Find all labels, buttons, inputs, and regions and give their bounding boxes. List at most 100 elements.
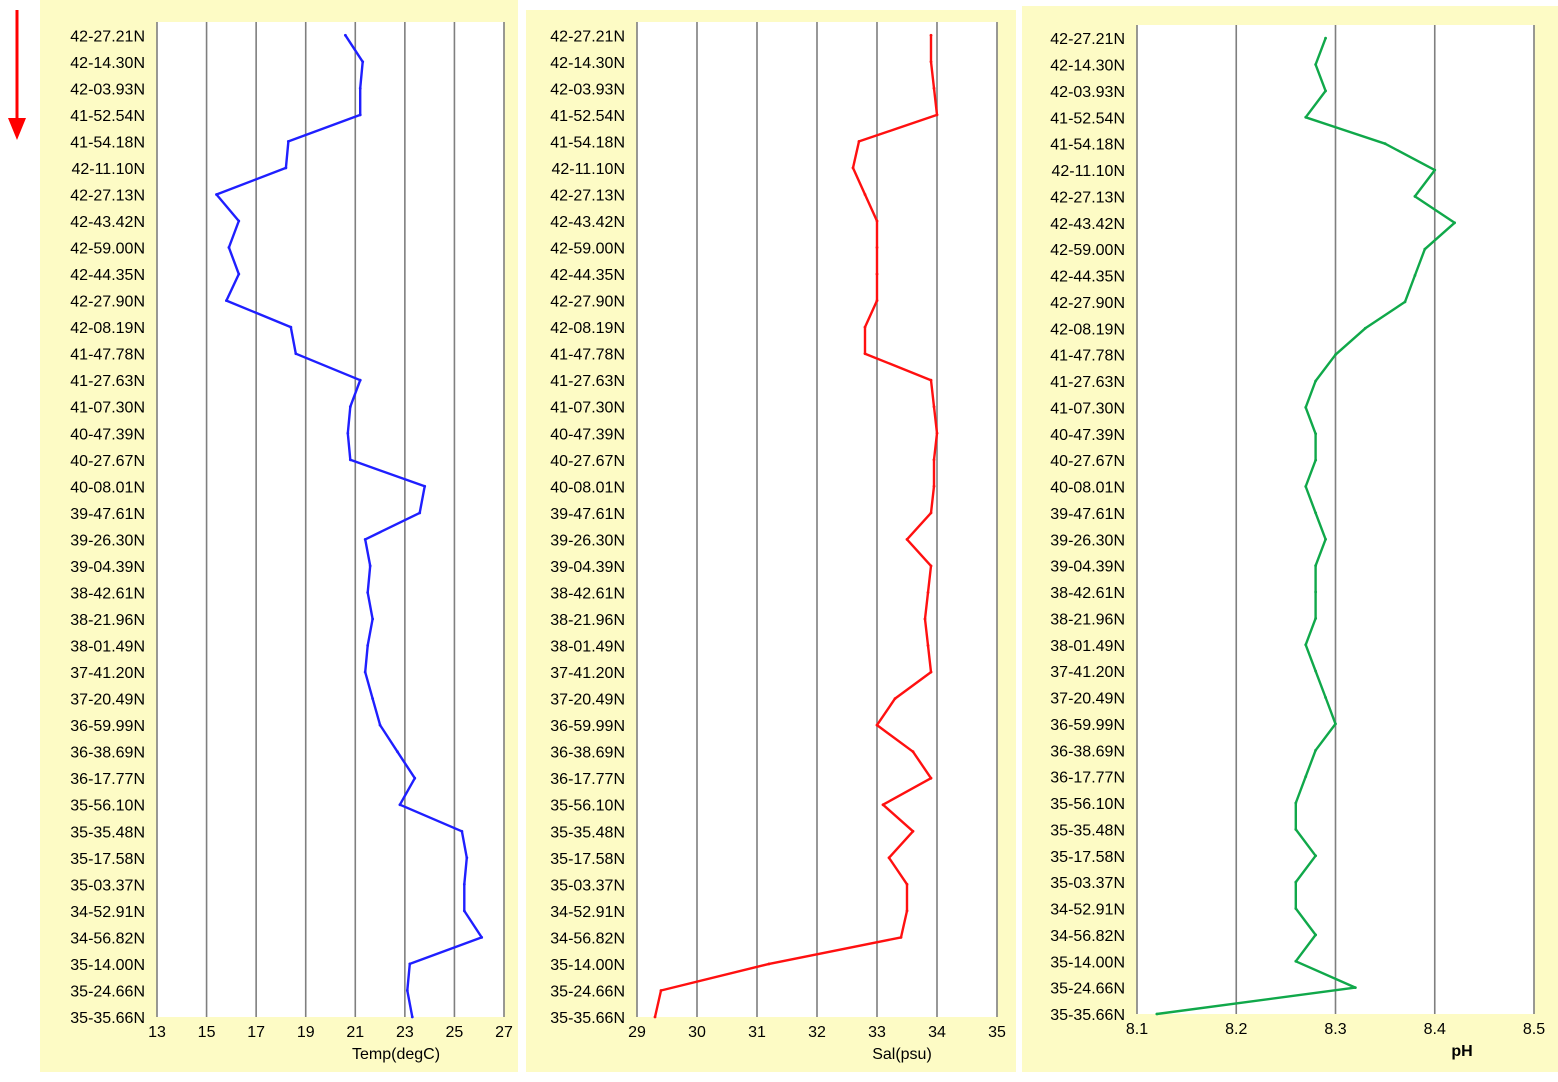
latitude-label: 35-35.48N — [1050, 822, 1125, 839]
latitude-label: 42-59.00N — [1050, 242, 1125, 259]
latitude-label: 34-56.82N — [70, 930, 145, 947]
data-point — [875, 219, 879, 223]
latitude-label: 38-21.96N — [70, 612, 145, 629]
latitude-label: 38-01.49N — [70, 639, 145, 656]
data-point — [1294, 880, 1298, 884]
latitude-label: 41-47.78N — [1050, 348, 1125, 365]
latitude-label: 42-14.30N — [550, 55, 625, 72]
latitude-label: 40-27.67N — [70, 453, 145, 470]
x-tick-label: 8.3 — [1324, 1021, 1346, 1038]
latitude-label: 35-03.37N — [1050, 875, 1125, 892]
latitude-label: 40-08.01N — [550, 479, 625, 496]
data-point — [1314, 617, 1318, 620]
latitude-label: 36-17.77N — [1050, 770, 1125, 787]
data-point — [343, 33, 347, 37]
x-tick-label: 13 — [148, 1024, 166, 1041]
data-point — [227, 246, 231, 249]
x-axis-title: Sal(psu) — [872, 1046, 932, 1063]
data-point — [923, 617, 927, 621]
chart-panel-2: 29 30 31 32 33 34 35 42-27.21N 42-14.30N 42-03.93… — [526, 10, 1016, 1072]
latitude-label: 35-24.66N — [1050, 981, 1125, 998]
latitude-label: 36-38.69N — [550, 745, 625, 762]
data-point — [1294, 907, 1298, 910]
data-point — [926, 591, 930, 594]
latitude-label: 40-27.67N — [550, 453, 625, 470]
data-point — [1314, 379, 1318, 383]
chart-panel-1: 13 15 17 19 21 23 25 27 42-27.21N 42-14.30N 42-03.… — [40, 0, 518, 1072]
data-point — [378, 723, 382, 727]
profile-line — [1156, 37, 1456, 1016]
latitude-label: 41-54.18N — [550, 134, 625, 151]
latitude-label: 34-52.91N — [70, 904, 145, 921]
latitude-label: 42-03.93N — [1050, 84, 1125, 101]
latitude-label: 42-44.35N — [550, 267, 625, 284]
data-point — [1314, 432, 1318, 436]
data-point — [932, 405, 936, 409]
data-point — [1453, 221, 1456, 225]
data-point — [863, 325, 867, 329]
data-point — [396, 750, 399, 754]
data-point — [1314, 63, 1318, 66]
latitude-label: 35-35.66N — [70, 1010, 145, 1027]
data-point — [1324, 89, 1327, 93]
latitude-label: 35-24.66N — [70, 983, 145, 1000]
data-point — [371, 697, 375, 700]
latitude-label: 42-27.13N — [70, 187, 145, 204]
latitude-label: 42-03.93N — [70, 81, 145, 98]
data-point — [929, 511, 933, 515]
data-point — [368, 564, 372, 568]
latitude-label: 42-43.42N — [1050, 216, 1125, 233]
latitude-label: 37-41.20N — [1050, 664, 1125, 681]
latitude-label: 41-07.30N — [70, 400, 145, 417]
x-tick-label: 30 — [688, 1024, 706, 1041]
data-point — [363, 670, 367, 674]
data-point — [1304, 485, 1308, 488]
profile-line — [215, 34, 483, 1018]
latitude-label: 41-54.18N — [1050, 137, 1125, 154]
data-point — [1294, 959, 1298, 963]
x-axis-title: pH — [1451, 1043, 1472, 1060]
latitude-label: 42-08.19N — [70, 320, 145, 337]
latitude-label: 38-21.96N — [1050, 611, 1125, 628]
latitude-label: 42-59.00N — [70, 241, 145, 258]
x-tick-label: 21 — [346, 1024, 364, 1041]
data-point — [346, 431, 350, 435]
latitude-label: 41-54.18N — [70, 134, 145, 151]
x-tick-label: 25 — [446, 1024, 464, 1041]
data-point — [363, 538, 367, 541]
latitude-label: 39-26.30N — [1050, 532, 1125, 549]
latitude-label: 34-56.82N — [1050, 928, 1125, 945]
x-tick-label: 35 — [988, 1024, 1006, 1041]
data-point — [929, 60, 933, 64]
data-point — [1314, 458, 1318, 462]
data-point — [366, 644, 370, 647]
data-point — [1304, 406, 1308, 409]
data-point — [371, 617, 375, 621]
data-point — [418, 511, 422, 515]
data-point — [932, 86, 936, 90]
data-point — [405, 989, 409, 992]
data-point — [289, 325, 293, 329]
data-point — [1363, 326, 1367, 330]
data-point — [1155, 1012, 1159, 1016]
latitude-label: 42-44.35N — [1050, 269, 1125, 286]
data-point — [767, 962, 771, 966]
data-point — [1294, 801, 1298, 805]
latitude-label: 38-01.49N — [1050, 638, 1125, 655]
data-point — [905, 909, 909, 913]
data-point — [863, 193, 867, 196]
latitude-label: 39-47.61N — [550, 506, 625, 523]
data-point — [1383, 142, 1387, 146]
data-point — [887, 856, 891, 860]
data-point — [1353, 986, 1357, 990]
data-point — [875, 723, 879, 727]
data-point — [1304, 775, 1308, 779]
data-point — [348, 405, 352, 409]
latitude-label: 35-17.58N — [1050, 849, 1125, 866]
data-point — [881, 803, 885, 807]
latitude-label: 35-56.10N — [1050, 796, 1125, 813]
data-point — [1324, 36, 1327, 40]
latitude-label: 42-11.10N — [71, 161, 145, 178]
data-point — [905, 882, 909, 886]
data-point — [423, 484, 427, 488]
